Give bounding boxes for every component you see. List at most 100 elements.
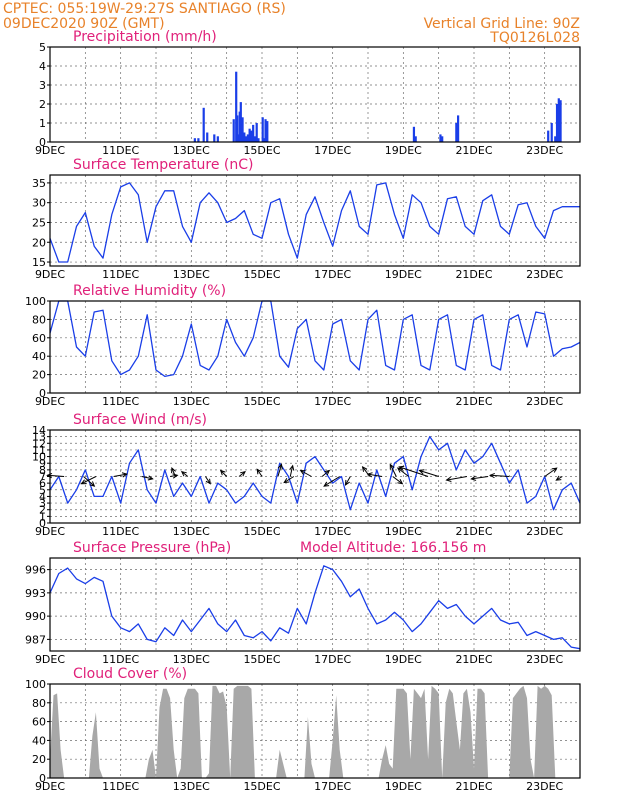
humidity-title: Relative Humidity (%) — [73, 283, 226, 299]
wind-vector-head — [277, 463, 283, 470]
humidity-xtick: 15DEC — [243, 395, 280, 408]
humidity-xtick: 11DEC — [102, 395, 139, 408]
humidity-ytick: 60 — [32, 332, 46, 345]
precip-bar — [202, 107, 205, 142]
temperature-xtick: 21DEC — [455, 268, 492, 281]
precip-bar — [239, 102, 242, 142]
wind-vector — [141, 476, 153, 480]
precipitation-panel: 0 1 2 3 4 5 9DEC 11DEC 13DEC 15DEC 17DEC 19DEC 21DEC… — [35, 29, 581, 157]
wind-vector-head — [299, 469, 306, 475]
wind-vector-head — [398, 465, 405, 471]
precip-bar — [455, 123, 458, 142]
pressure-xtick: 9DEC — [35, 653, 65, 666]
precip-bar — [255, 123, 258, 142]
wind-vector-head — [389, 463, 395, 470]
wind-vector — [283, 476, 295, 483]
wind-vector — [397, 467, 409, 477]
precip-bar — [457, 115, 460, 142]
precip-bar — [243, 132, 246, 142]
precip-bar — [559, 100, 562, 142]
precip-bar — [236, 115, 239, 142]
wind-vector — [238, 471, 246, 477]
wind-ytick: 12 — [32, 437, 46, 450]
temperature-xtick: 17DEC — [314, 268, 351, 281]
wind-ytick: 3 — [39, 497, 46, 510]
humidity-ytick: 0 — [39, 387, 46, 400]
wind-ytick: 4 — [39, 490, 46, 503]
header-run-code: TQ0126L028 — [489, 30, 580, 46]
precipitation-xtick: 13DEC — [173, 144, 210, 157]
temperature-xtick: 15DEC — [243, 268, 280, 281]
precip-bar — [414, 136, 417, 142]
wind-vector — [392, 476, 403, 485]
wind-vector — [170, 474, 178, 477]
wind-vector — [181, 471, 189, 477]
wind-vector-head — [418, 469, 425, 475]
wind-title: Surface Wind (m/s) — [73, 412, 207, 428]
temperature-ytick: 20 — [32, 236, 46, 249]
pressure-ytick: 987 — [25, 633, 46, 646]
precip-bar — [441, 136, 444, 142]
cloud-cover-frame — [49, 683, 581, 779]
wind-vector — [419, 470, 439, 477]
cloud-cover-xtick: 21DEC — [455, 780, 492, 793]
precip-bar — [253, 136, 257, 142]
wind-vector-head — [555, 475, 562, 481]
temperature-ytick: 25 — [32, 216, 46, 229]
precip-bar — [232, 119, 235, 142]
cloud-cover-ytick: 80 — [32, 697, 46, 710]
pressure-xtick: 19DEC — [385, 653, 422, 666]
wind-vector-head — [240, 470, 246, 477]
wind-vector-head — [397, 479, 404, 485]
wind-vector-head — [289, 464, 295, 471]
cloud-cover-ytick: 0 — [39, 772, 46, 785]
precip-bar — [261, 117, 264, 142]
wind-ytick: 10 — [32, 451, 46, 464]
wind-vector — [471, 476, 489, 480]
precip-bar — [248, 128, 251, 142]
wind-ytick: 1 — [39, 510, 46, 523]
wind-ytick: 2 — [39, 504, 46, 517]
wind-vector-head — [89, 481, 96, 487]
wind-vector — [277, 464, 282, 477]
temperature-xtick: 19DEC — [385, 268, 422, 281]
cloud-cover-xtick: 23DEC — [526, 780, 563, 793]
humidity-panel: 0 20 40 60 80 100 9DEC 11DEC 13DEC 15DEC 17DEC 19DE… — [25, 283, 581, 408]
cloud-cover-ytick: 20 — [32, 753, 46, 766]
pressure-annotation: Model Altitude: 166.156 m — [300, 540, 486, 556]
precip-bar — [250, 130, 253, 142]
wind-vector-head — [180, 470, 187, 477]
wind-vector — [321, 470, 330, 477]
temperature-ytick: 15 — [32, 256, 46, 269]
wind-vector — [544, 467, 557, 477]
wind-vector-head — [147, 475, 154, 481]
wind-xtick: 23DEC — [526, 525, 563, 538]
precipitation-xtick: 9DEC — [35, 144, 65, 157]
precip-bar — [412, 126, 416, 142]
wind-vector — [389, 464, 397, 477]
wind-ytick: 14 — [32, 424, 46, 437]
wind-ytick: 6 — [39, 477, 46, 490]
precip-bar — [555, 104, 559, 142]
cloud-cover-area — [50, 685, 566, 778]
wind-line — [49, 435, 581, 511]
precip-bar — [554, 136, 557, 142]
cloud-cover-xtick: 13DEC — [173, 780, 210, 793]
pressure-xtick: 13DEC — [173, 653, 210, 666]
precipitation-title: Precipitation (mm/h) — [73, 29, 217, 45]
precipitation-xtick: 17DEC — [314, 144, 351, 157]
wind-xtick: 17DEC — [314, 525, 351, 538]
precip-bar — [216, 136, 219, 142]
pressure-xtick: 23DEC — [526, 653, 563, 666]
wind-ytick: 11 — [32, 444, 46, 457]
cloud-cover-ytick: 100 — [25, 678, 46, 691]
precip-bar — [252, 124, 255, 142]
pressure-title: Surface Pressure (hPa) — [73, 540, 231, 556]
wind-vector-head — [488, 472, 495, 479]
wind-vector — [446, 476, 468, 481]
wind-vector — [367, 473, 383, 477]
precipitation-xtick: 15DEC — [243, 144, 280, 157]
wind-vector — [300, 470, 312, 477]
cloud-cover-ytick: 40 — [32, 734, 46, 747]
